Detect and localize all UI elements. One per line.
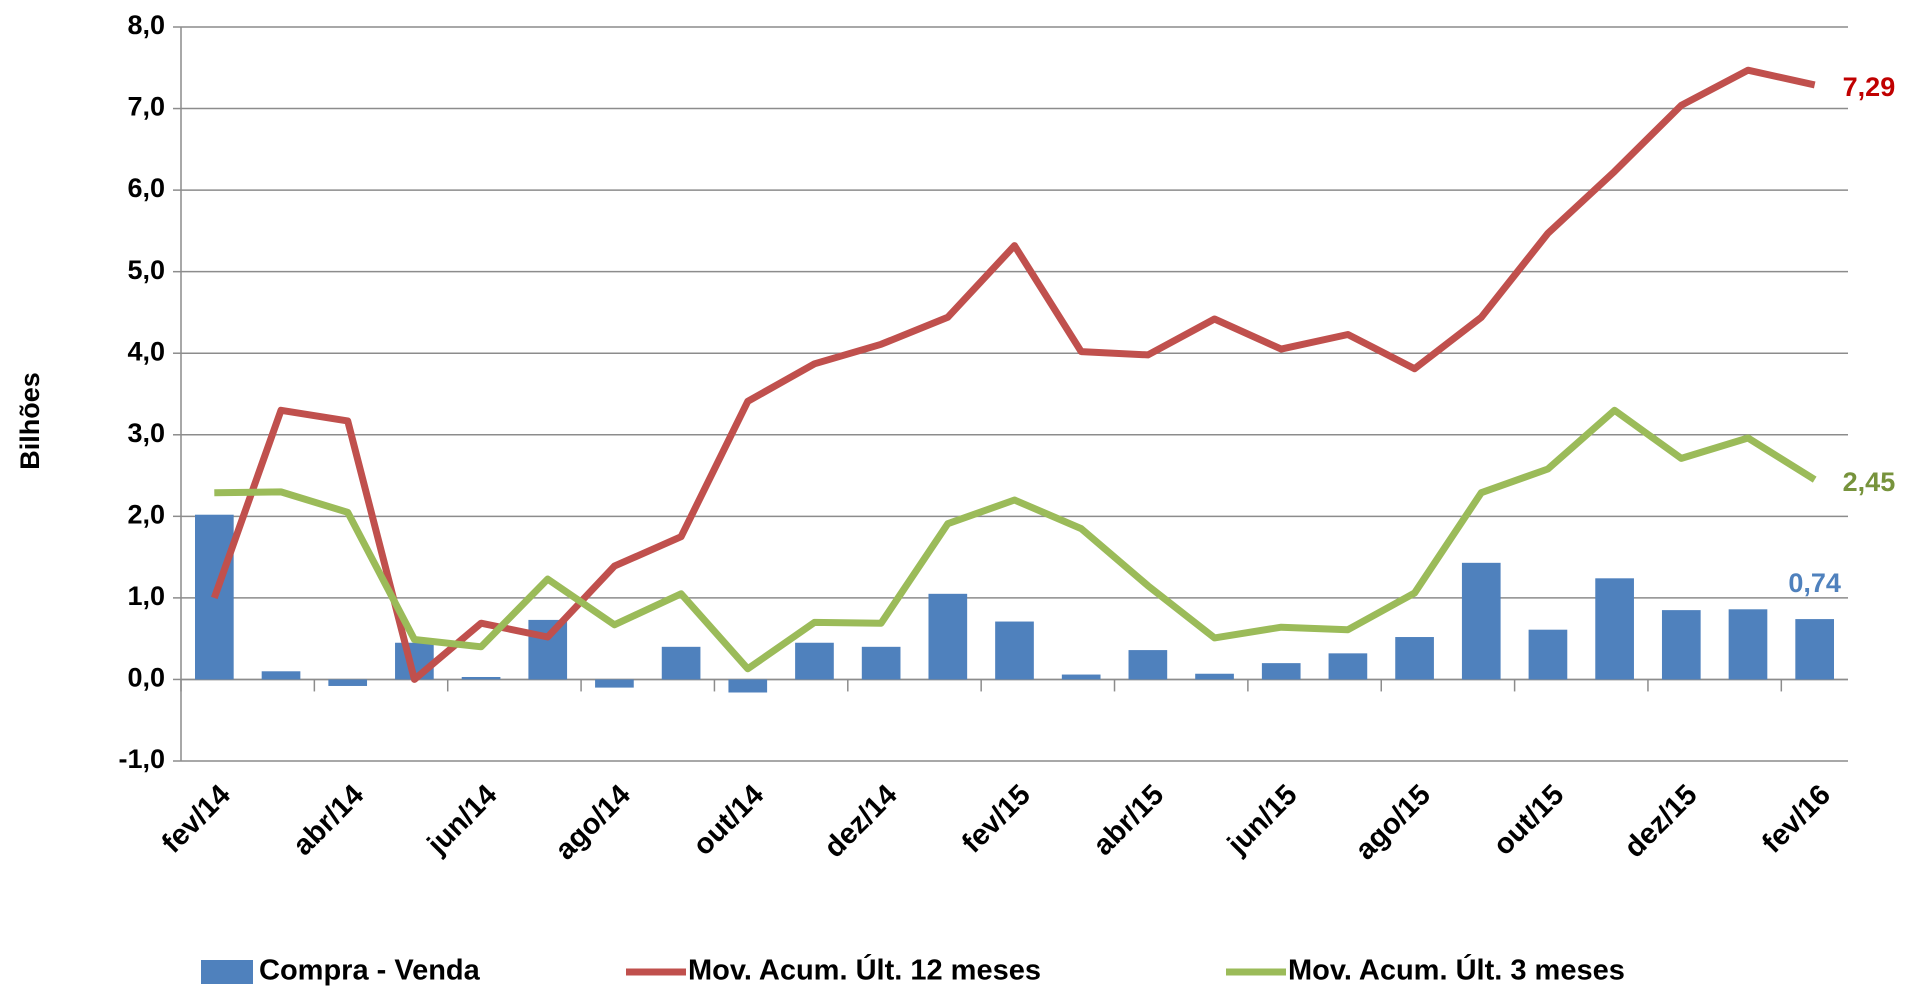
bar [528, 619, 568, 680]
bar [1395, 637, 1434, 680]
x-tick-label: out/14 [687, 779, 770, 862]
y-tick-label: 3,0 [127, 418, 165, 448]
y-tick-label: 0,0 [127, 663, 165, 693]
bar [1195, 673, 1234, 680]
y-tick-label: 6,0 [127, 173, 165, 203]
bar [1128, 650, 1168, 680]
bar [795, 642, 834, 680]
bar [661, 646, 701, 680]
y-tick-label: 7,0 [127, 92, 165, 122]
y-axis-label: Bilhões [15, 372, 45, 470]
bar [1261, 663, 1301, 680]
y-tick-label: 2,0 [127, 499, 165, 529]
x-tick-label: fev/16 [1756, 779, 1837, 860]
bar [461, 676, 501, 680]
bar [1061, 674, 1101, 680]
legend-label: Mov. Acum. Últ. 12 meses [688, 953, 1041, 987]
bar [861, 646, 901, 680]
bar [1728, 609, 1768, 680]
data-label: 2,45 [1843, 467, 1896, 497]
y-tick-label: 5,0 [127, 255, 165, 285]
x-tick-label: abr/15 [1087, 779, 1170, 862]
bar [1461, 562, 1501, 680]
bar [928, 593, 968, 680]
bar [1595, 578, 1634, 680]
data-label: 0,74 [1788, 568, 1841, 598]
x-tick-label: fev/15 [956, 779, 1037, 860]
bar [1328, 653, 1368, 680]
x-tick-label: jun/15 [1221, 779, 1304, 862]
x-tick-label: abr/14 [287, 779, 370, 862]
legend-label: Compra - Venda [259, 955, 481, 987]
bar [261, 671, 301, 680]
y-tick-label: 4,0 [127, 336, 165, 366]
x-tick-label: ago/15 [1349, 779, 1437, 867]
line [211, 66, 1816, 683]
bar [995, 621, 1034, 680]
bar [328, 679, 368, 686]
x-tick-label: dez/14 [818, 779, 903, 864]
legend-label: Mov. Acum. Últ. 3 meses [1288, 953, 1625, 987]
bar [728, 679, 768, 693]
bar [1528, 629, 1568, 680]
line [214, 406, 1817, 673]
x-tick-label: ago/14 [549, 779, 637, 867]
legend-swatch [201, 960, 253, 984]
y-tick-label: 1,0 [127, 581, 165, 611]
x-tick-label: jun/14 [421, 779, 504, 862]
y-tick-label: -1,0 [118, 744, 165, 774]
x-tick-label: out/15 [1487, 779, 1570, 862]
y-tick-label: 8,0 [127, 10, 165, 40]
bar [1661, 610, 1701, 680]
data-label: 7,29 [1843, 72, 1896, 102]
x-tick-label: fev/14 [156, 779, 237, 860]
bar [1795, 619, 1834, 680]
bar [595, 679, 634, 688]
x-tick-label: dez/15 [1618, 779, 1703, 864]
